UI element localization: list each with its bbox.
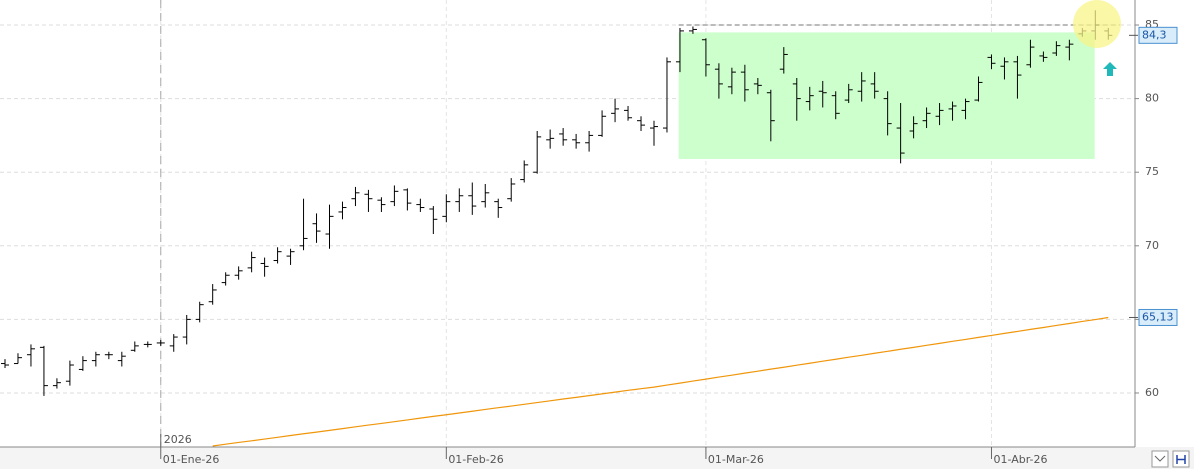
x-tick-label: 01-Abr-26 [993,453,1047,466]
x-tick-label: 01-Ene-26 [163,453,220,466]
plot-area [0,0,1135,447]
x-axis-band [0,447,1194,469]
zoom-icon [1154,455,1166,462]
up-arrow [1103,62,1117,76]
scroll-icon [1176,455,1186,464]
price-tag-label: 65,13 [1142,310,1174,323]
highlight-zone [678,32,1095,159]
overlay: 84,3 65,13 [1129,26,1178,326]
price-tag-label: 84,3 [1142,28,1167,41]
moving-average-line [212,316,1109,447]
year-label: 2026 [164,433,192,446]
y-tick-label: 75 [1145,165,1159,178]
highlight-circle [1073,0,1121,48]
y-tick-label: 80 [1145,92,1159,105]
y-tick-label: 70 [1145,239,1159,252]
price-tag-box [1138,26,1178,44]
x-tick-label: 01-Feb-26 [448,453,503,466]
y-tick-label: 60 [1145,386,1159,399]
zoom-button[interactable] [1151,450,1169,468]
x-tick-label: 01-Mar-26 [708,453,764,466]
price-tag-box [1138,308,1178,326]
